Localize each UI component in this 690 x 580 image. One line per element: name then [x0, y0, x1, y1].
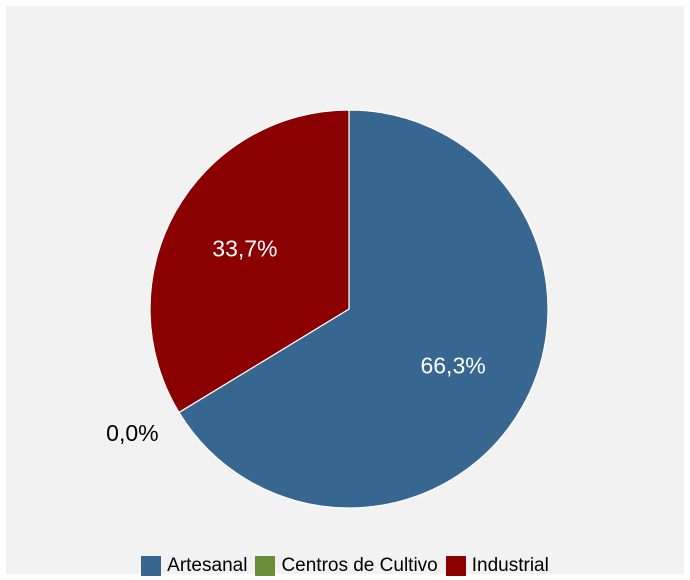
legend-item-centros-de-cultivo: Centros de Cultivo	[255, 555, 438, 577]
pie-labels: 66,3% 0,0% 33,7%	[106, 236, 486, 446]
chart-legend: Artesanal Centros de Cultivo Industrial	[0, 552, 690, 580]
data-label-industrial: 33,7%	[212, 236, 277, 262]
legend-label-artesanal: Artesanal	[167, 555, 248, 576]
data-label-artesanal: 66,3%	[420, 353, 485, 379]
legend-label-centros-de-cultivo: Centros de Cultivo	[281, 555, 438, 576]
legend-swatch-industrial	[445, 556, 466, 576]
pie-slices	[149, 109, 549, 509]
pie-slice-industrial	[149, 109, 350, 414]
legend-item-artesanal: Artesanal	[141, 555, 247, 577]
legend-item-industrial: Industrial	[445, 555, 549, 577]
legend-label-industrial: Industrial	[471, 555, 549, 576]
legend-swatch-artesanal	[141, 556, 162, 576]
legend-swatch-centros-de-cultivo	[255, 556, 276, 576]
data-label-centros-de-cultivo: 0,0%	[106, 420, 158, 446]
pie-slice-artesanal	[178, 109, 549, 509]
